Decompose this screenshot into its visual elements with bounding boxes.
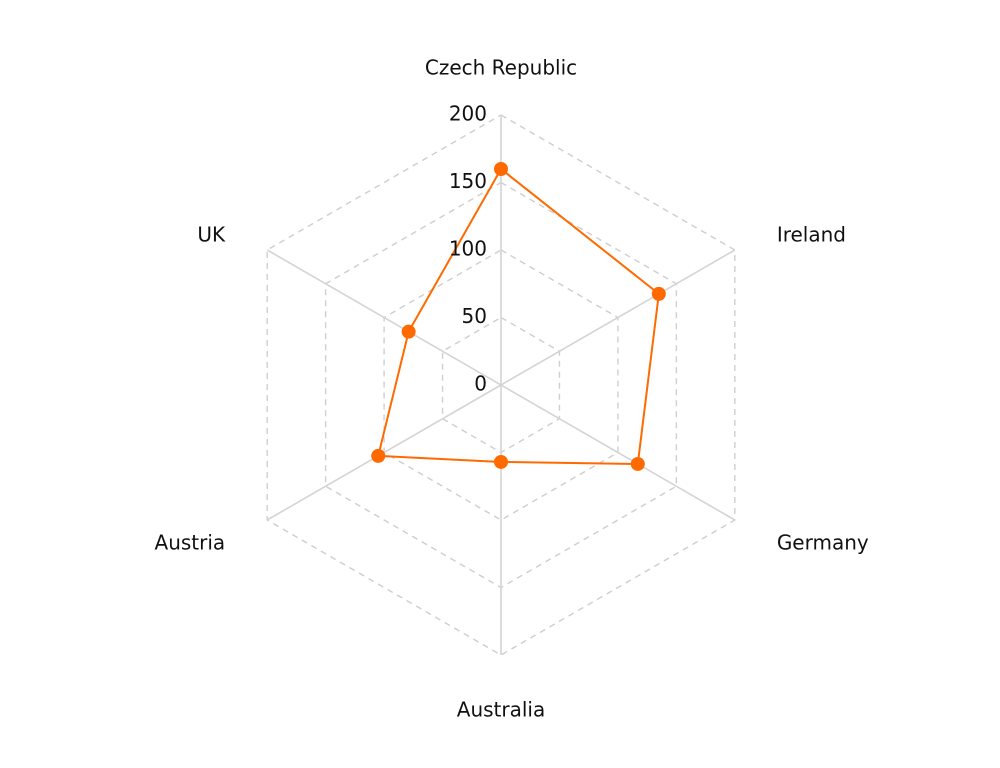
data-point-australia[interactable] [494,454,508,469]
category-label-2: Germany [777,531,869,555]
category-label-4: Austria [155,531,226,555]
data-point-germany[interactable] [630,456,645,471]
category-label-5: UK [197,223,226,247]
category-label-3: Australia [457,698,545,722]
series-layer [371,162,666,471]
tick-label-200: 200 [449,102,487,126]
spoke-2 [500,384,736,521]
tick-label-50: 50 [462,304,487,328]
category-label-1: Ireland [777,223,846,247]
tick-label-0: 0 [474,372,487,396]
tick-label-100: 100 [449,237,487,261]
spoke-1 [500,249,736,386]
data-point-uk[interactable] [401,324,416,339]
label-layer: 0 50 100 150 200 Czech Republic Ireland Germany… [155,56,869,722]
data-point-ireland[interactable] [651,286,666,301]
tick-label-150: 150 [449,169,487,193]
category-label-0: Czech Republic [425,56,577,80]
data-point-austria[interactable] [371,448,386,463]
axis-layer [266,115,736,655]
data-point-czech-republic[interactable] [494,162,508,176]
spoke-5 [266,249,502,386]
